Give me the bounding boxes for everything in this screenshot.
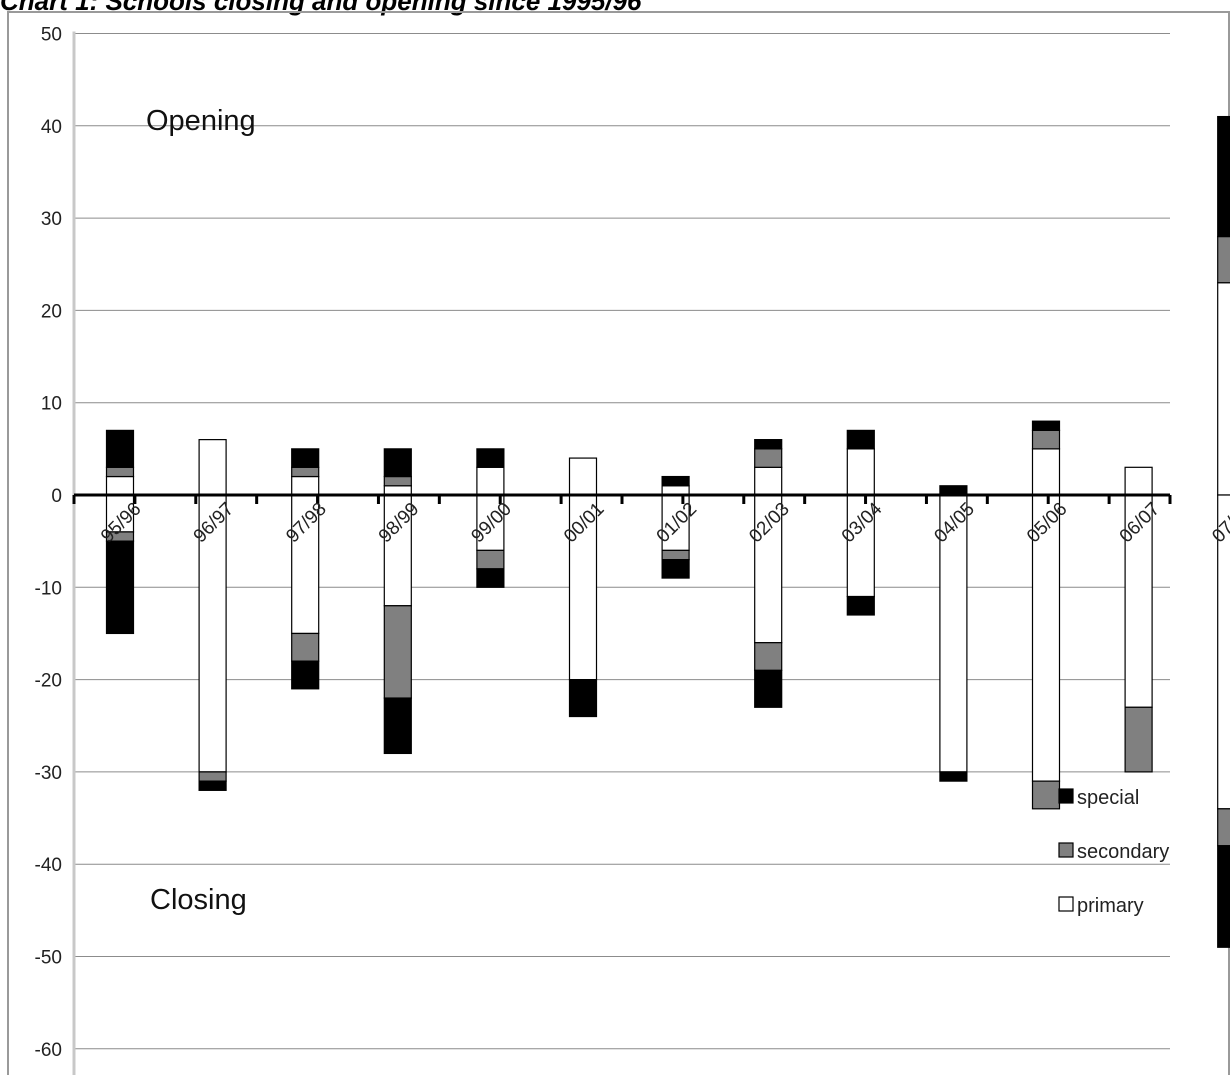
bar-opening-primary <box>846 448 875 496</box>
bar-opening-primary <box>198 439 227 496</box>
legend-swatch-secondary <box>1058 842 1074 858</box>
bar-opening-special <box>661 475 690 487</box>
legend-swatch-primary <box>1058 896 1074 912</box>
bar-closing-secondary <box>476 549 505 570</box>
legend-swatch-special <box>1058 788 1074 804</box>
bar-opening-secondary <box>105 466 135 478</box>
bar-closing-special <box>198 780 227 791</box>
y-tick-label: 30 <box>41 209 62 230</box>
bar-opening-secondary <box>1217 235 1230 284</box>
bar-closing-special <box>383 697 412 755</box>
bar-opening-special <box>291 448 320 468</box>
bar-closing-primary <box>105 494 135 533</box>
bar-opening-secondary <box>383 475 412 487</box>
bar-closing-secondary <box>1031 780 1061 810</box>
bar-opening-primary <box>1031 448 1061 496</box>
bar-opening-special <box>476 448 505 468</box>
bar-closing-special <box>661 559 690 579</box>
bar-closing-special <box>939 771 968 782</box>
bar-opening-primary <box>568 457 598 496</box>
y-axis-tick-labels: 50 40 30 20 10 0 -10 -20 -30 -40 -50 -60 <box>35 25 62 1061</box>
y-tick-label: -60 <box>35 1040 62 1061</box>
bar-opening-secondary <box>1031 429 1061 450</box>
bar-opening-special <box>105 429 135 468</box>
legend-label-secondary: secondary <box>1077 841 1169 863</box>
y-tick-label: 20 <box>41 301 62 322</box>
bar-closing-special <box>754 669 783 708</box>
bar-closing-secondary <box>754 642 783 671</box>
bar-closing-primary <box>661 494 690 551</box>
y-tick-label: 50 <box>41 25 62 46</box>
bar-closing-special <box>846 595 875 616</box>
y-tick-label: -20 <box>35 671 62 692</box>
bar-closing-primary <box>568 494 598 681</box>
y-tick-label: 40 <box>41 117 62 138</box>
y-tick-label: -10 <box>35 578 62 599</box>
bar-closing-secondary <box>1124 706 1153 773</box>
bar-closing-special <box>568 678 598 718</box>
bar-closing-secondary <box>383 605 412 699</box>
bar-opening-primary <box>1217 282 1230 496</box>
axes <box>72 31 1172 1075</box>
y-tick-label: -30 <box>35 763 62 784</box>
bar-closing-secondary <box>291 632 320 662</box>
y-tick-label: 0 <box>51 486 62 507</box>
bar-closing-primary <box>198 494 227 773</box>
y-tick-label: -50 <box>35 948 62 969</box>
bar-opening-primary <box>1124 466 1153 496</box>
bar-opening-secondary <box>754 448 783 468</box>
bar-closing-primary <box>291 494 320 635</box>
bar-closing-secondary <box>198 771 227 782</box>
bar-closing-secondary <box>1217 808 1230 847</box>
bar-opening-primary <box>105 475 135 496</box>
bar-opening-primary <box>754 466 783 496</box>
legend-label-primary: primary <box>1077 895 1144 917</box>
bar-closing-special <box>1217 845 1230 948</box>
bar-opening-special <box>846 429 875 450</box>
gridlines <box>74 33 1170 1050</box>
bar-closing-primary <box>1217 494 1230 810</box>
bar-opening-special <box>1031 420 1061 431</box>
bar-opening-primary <box>476 466 505 496</box>
annotation-closing: Closing <box>150 884 247 916</box>
bar-opening-special <box>1217 115 1230 238</box>
bar-opening-special <box>754 439 783 450</box>
bar-closing-secondary <box>661 549 690 561</box>
bar-closing-special <box>105 540 135 635</box>
bar-opening-primary <box>291 475 320 496</box>
bar-closing-special <box>291 660 320 690</box>
bar-closing-primary <box>846 494 875 598</box>
legend: special secondary primary <box>1058 787 1169 917</box>
legend-label-special: special <box>1077 787 1139 809</box>
bar-closing-primary <box>939 494 968 773</box>
bar-closing-primary <box>383 494 412 607</box>
y-tick-label: 10 <box>41 394 62 415</box>
annotation-opening: Opening <box>146 105 256 137</box>
bar-closing-special <box>476 568 505 588</box>
bar-opening-secondary <box>291 466 320 478</box>
bar-opening-special <box>383 448 412 478</box>
y-tick-label: -40 <box>35 855 62 876</box>
